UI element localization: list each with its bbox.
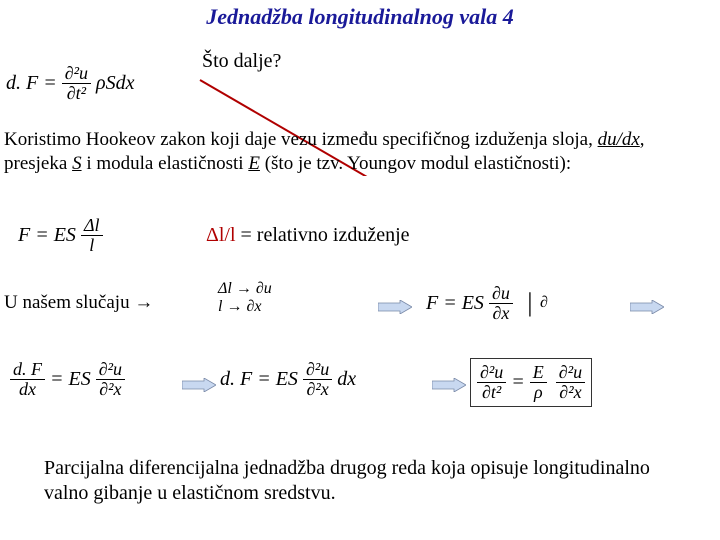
eq-sign: = xyxy=(43,72,57,95)
para-E: E xyxy=(248,153,260,174)
eq-num: ∂²u xyxy=(477,363,506,383)
eq-den: ρ xyxy=(530,383,547,402)
eq-num: ∂²u xyxy=(303,360,332,380)
para-post: (što je tzv. Youngov modul elastičnosti)… xyxy=(260,153,571,174)
arrow-icon xyxy=(432,378,466,392)
rel-elongation-text: Δl/l = relativno izduženje xyxy=(206,224,410,247)
eq-dl-over-l: Δl l xyxy=(81,216,103,255)
eq-den: ∂²x xyxy=(556,383,585,402)
eq-num: ∂u xyxy=(489,284,513,304)
eq-num: ∂²u xyxy=(65,63,88,83)
slide-title: Jednadžba longitudinalnog vala 4 xyxy=(0,0,720,42)
eq-dx-post: dx xyxy=(337,368,356,391)
eq-wave-lhs: ∂²u ∂t² xyxy=(477,363,506,402)
para-S: S xyxy=(72,153,82,174)
eq-ES3: = ES xyxy=(50,368,91,391)
hooke-paragraph: Koristimo Hookeov zakon koji daje vezu i… xyxy=(4,128,704,176)
eq-den: ∂²x xyxy=(96,380,125,399)
eq-F2: F xyxy=(426,292,438,315)
eq-d2u-dx2: ∂²u ∂²x xyxy=(96,360,125,399)
conclusion-text: Parcijalna diferencijalna jednadžba drug… xyxy=(44,456,684,506)
eq-rhoSdx: ρSdx xyxy=(96,72,134,95)
eq-F: F xyxy=(18,224,30,247)
eq-ES2: = ES xyxy=(443,292,484,315)
eq-partial: ∂ xyxy=(540,294,548,312)
eq-wave-d2udx2: ∂²u ∂²x xyxy=(556,363,585,402)
eq-num: Δl xyxy=(81,216,103,236)
eq-num: d. F xyxy=(10,360,45,380)
eq-dF3: d. F xyxy=(220,368,252,391)
arrow-icon xyxy=(378,300,412,314)
eq-wave-Erho: E ρ xyxy=(530,363,547,402)
eq-bar: | xyxy=(526,288,533,318)
eq-den: l xyxy=(81,236,103,255)
eq-dF-over-dx: d. F dx xyxy=(10,360,45,399)
eq-den: ∂t² xyxy=(477,383,506,402)
eq-du-dx: ∂u ∂x xyxy=(489,284,513,323)
eq-num: ∂²u xyxy=(96,360,125,380)
rel-dl-l: Δl/l xyxy=(206,224,236,246)
eq-ES4: = ES xyxy=(257,368,298,391)
equation-dF-expanded: d. F = ES ∂²u ∂²x dx xyxy=(220,360,420,410)
eq-num: E xyxy=(530,363,547,383)
our-case-text: U našem slučaju → xyxy=(4,292,153,314)
eq-den: ∂²x xyxy=(303,380,332,399)
question-text: Što dalje? xyxy=(202,50,281,73)
eq-den: ∂x xyxy=(489,304,513,323)
eq-ES: = ES xyxy=(35,224,76,247)
sub-line-1: Δl → ∂u xyxy=(218,280,358,298)
eq-den: ∂t² xyxy=(67,83,86,103)
eq-d2u-dt2: ∂²u ∂t² xyxy=(62,64,91,103)
eq-dF-lhs: d. F xyxy=(6,72,38,95)
arrow-icon xyxy=(182,378,216,392)
substitution-system: Δl → ∂u l → ∂x xyxy=(218,280,358,336)
eq-num: ∂²u xyxy=(556,363,585,383)
eq-d2u-dx2b: ∂²u ∂²x xyxy=(303,360,332,399)
eq-den: dx xyxy=(10,380,45,399)
arrow-icon xyxy=(630,300,664,314)
equation-F-ES-dudx: F = ES ∂u ∂x | ∂ xyxy=(426,284,606,330)
para-pre: Koristimo Hookeov zakon koji daje vezu i… xyxy=(4,129,598,150)
eq-sign-w: = xyxy=(511,371,525,394)
equation-dFdx: d. F dx = ES ∂²u ∂²x xyxy=(10,360,180,410)
para-mid2: i modula elastičnosti xyxy=(82,153,249,174)
equation-wave: ∂²u ∂t² = E ρ ∂²u ∂²x xyxy=(470,358,680,412)
rel-post: = relativno izduženje xyxy=(236,224,410,246)
equation-dF: d. F = ∂²u ∂t² ρSdx xyxy=(6,64,176,110)
para-dudx: du/dx xyxy=(598,129,640,150)
equation-hooke: F = ES Δl l xyxy=(18,216,178,260)
sub-line-2: l → ∂x xyxy=(218,298,358,316)
